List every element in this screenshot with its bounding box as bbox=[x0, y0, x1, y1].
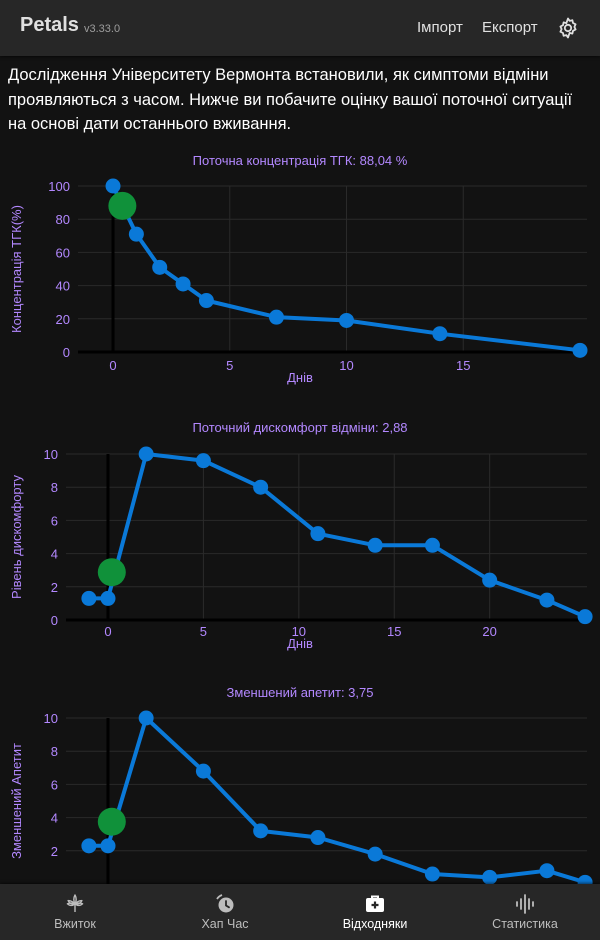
series-line bbox=[88, 452, 586, 619]
y-tick-label: 4 bbox=[51, 811, 58, 826]
data-point bbox=[310, 830, 326, 846]
y-tick-label: 80 bbox=[56, 212, 70, 227]
y-tick-label: 6 bbox=[51, 777, 58, 792]
chart-title: Поточна концентрація ТГК: 88,04 % bbox=[193, 153, 408, 168]
x-tick-label: 5 bbox=[226, 358, 233, 373]
data-point bbox=[424, 866, 440, 882]
y-tick-label: 20 bbox=[56, 312, 70, 327]
y-tick-label: 100 bbox=[48, 179, 70, 194]
app-header: Petals v3.33.0 Імпорт Експорт bbox=[0, 0, 600, 56]
data-point bbox=[195, 453, 211, 469]
data-point bbox=[367, 537, 383, 553]
data-point bbox=[100, 838, 116, 854]
y-tick-label: 0 bbox=[63, 345, 70, 360]
decreased-appetite-chart: Зменшений апетит: 3,75 2 4 6 8 10 Зменшений Ап… bbox=[9, 685, 593, 884]
nav-item-withdrawal[interactable]: Відходняки bbox=[300, 884, 450, 940]
y-tick-label: 2 bbox=[51, 580, 58, 595]
data-point bbox=[138, 710, 154, 726]
series-line bbox=[88, 716, 586, 884]
data-point bbox=[81, 838, 97, 854]
data-point bbox=[424, 537, 440, 553]
x-tick-label: 10 bbox=[339, 358, 353, 373]
current-marker bbox=[108, 191, 137, 220]
data-point bbox=[268, 309, 284, 325]
data-point bbox=[253, 823, 269, 839]
waveform-icon bbox=[516, 894, 534, 914]
data-point bbox=[81, 590, 97, 606]
data-point bbox=[100, 590, 116, 606]
nav-label-withdrawal: Відходняки bbox=[342, 917, 408, 931]
data-point bbox=[432, 326, 448, 342]
current-marker bbox=[97, 558, 126, 587]
y-axis-label: Концентрація ТГК(%) bbox=[9, 205, 24, 333]
data-point bbox=[175, 276, 191, 292]
y-tick-label: 0 bbox=[51, 613, 58, 628]
x-tick-label: 20 bbox=[482, 624, 496, 639]
data-point bbox=[482, 572, 498, 588]
data-point bbox=[310, 526, 326, 542]
data-point bbox=[572, 342, 588, 358]
x-tick-label: 5 bbox=[200, 624, 207, 639]
nav-item-statistics[interactable]: Статистика bbox=[450, 884, 600, 940]
import-button[interactable]: Імпорт bbox=[417, 19, 463, 36]
nav-item-usage[interactable]: Вжиток bbox=[0, 884, 150, 940]
bottom-navigation: Вжиток Хап Час Відходняки Статистика bbox=[0, 884, 600, 940]
export-button[interactable]: Експорт bbox=[482, 19, 538, 36]
data-point bbox=[105, 178, 121, 194]
y-tick-label: 60 bbox=[56, 245, 70, 260]
medical-bag-icon bbox=[366, 895, 384, 912]
data-point bbox=[339, 312, 355, 328]
timer-icon bbox=[216, 894, 234, 913]
withdrawal-discomfort-chart: Поточний дискомфорт відміни: 2,88 0 2 4 6 8 10… bbox=[9, 420, 593, 651]
app-version: v3.33.0 bbox=[84, 23, 121, 35]
y-tick-label: 6 bbox=[51, 513, 58, 528]
data-point bbox=[138, 446, 154, 462]
y-tick-label: 8 bbox=[51, 480, 58, 495]
y-axis-label: Зменшений Апетит bbox=[9, 743, 24, 859]
x-tick-label: 15 bbox=[387, 624, 401, 639]
y-tick-label: 8 bbox=[51, 744, 58, 759]
y-axis-label: Рівень дискомфорту bbox=[9, 475, 24, 599]
x-axis-label: Днів bbox=[287, 370, 313, 385]
y-tick-label: 4 bbox=[51, 547, 58, 562]
data-point bbox=[128, 226, 144, 242]
y-tick-label: 40 bbox=[56, 279, 70, 294]
data-point bbox=[198, 293, 214, 309]
y-tick-label: 10 bbox=[44, 711, 58, 726]
chart-title: Зменшений апетит: 3,75 bbox=[227, 685, 374, 700]
x-axis-label: Днів bbox=[287, 636, 313, 651]
x-tick-label: 10 bbox=[292, 624, 306, 639]
nav-label-timer: Хап Час bbox=[201, 917, 249, 931]
nav-label-statistics: Статистика bbox=[492, 917, 558, 931]
data-point bbox=[482, 869, 498, 884]
data-point bbox=[152, 259, 168, 275]
data-point bbox=[539, 592, 555, 608]
cannabis-leaf-icon bbox=[66, 894, 84, 912]
data-point bbox=[367, 846, 383, 862]
data-point bbox=[195, 763, 211, 779]
y-tick-label: 10 bbox=[44, 447, 58, 462]
y-tick-label: 2 bbox=[51, 844, 58, 859]
x-tick-label: 15 bbox=[456, 358, 470, 373]
chart-title: Поточний дискомфорт відміни: 2,88 bbox=[192, 420, 407, 435]
intro-text: Дослідження Університету Вермонта встано… bbox=[8, 66, 573, 133]
current-marker bbox=[97, 807, 126, 836]
data-point bbox=[577, 874, 593, 884]
x-tick-label: 0 bbox=[104, 624, 111, 639]
data-point bbox=[253, 479, 269, 495]
data-point bbox=[577, 609, 593, 625]
app-name: Petals bbox=[20, 14, 79, 36]
x-tick-label: 0 bbox=[109, 358, 116, 373]
thc-concentration-chart: Поточна концентрація ТГК: 88,04 % 0 20 40 60… bbox=[9, 153, 588, 385]
data-point bbox=[539, 863, 555, 879]
nav-label-usage: Вжиток bbox=[54, 917, 96, 931]
gear-icon[interactable] bbox=[556, 16, 580, 40]
nav-item-timer[interactable]: Хап Час bbox=[150, 884, 300, 940]
